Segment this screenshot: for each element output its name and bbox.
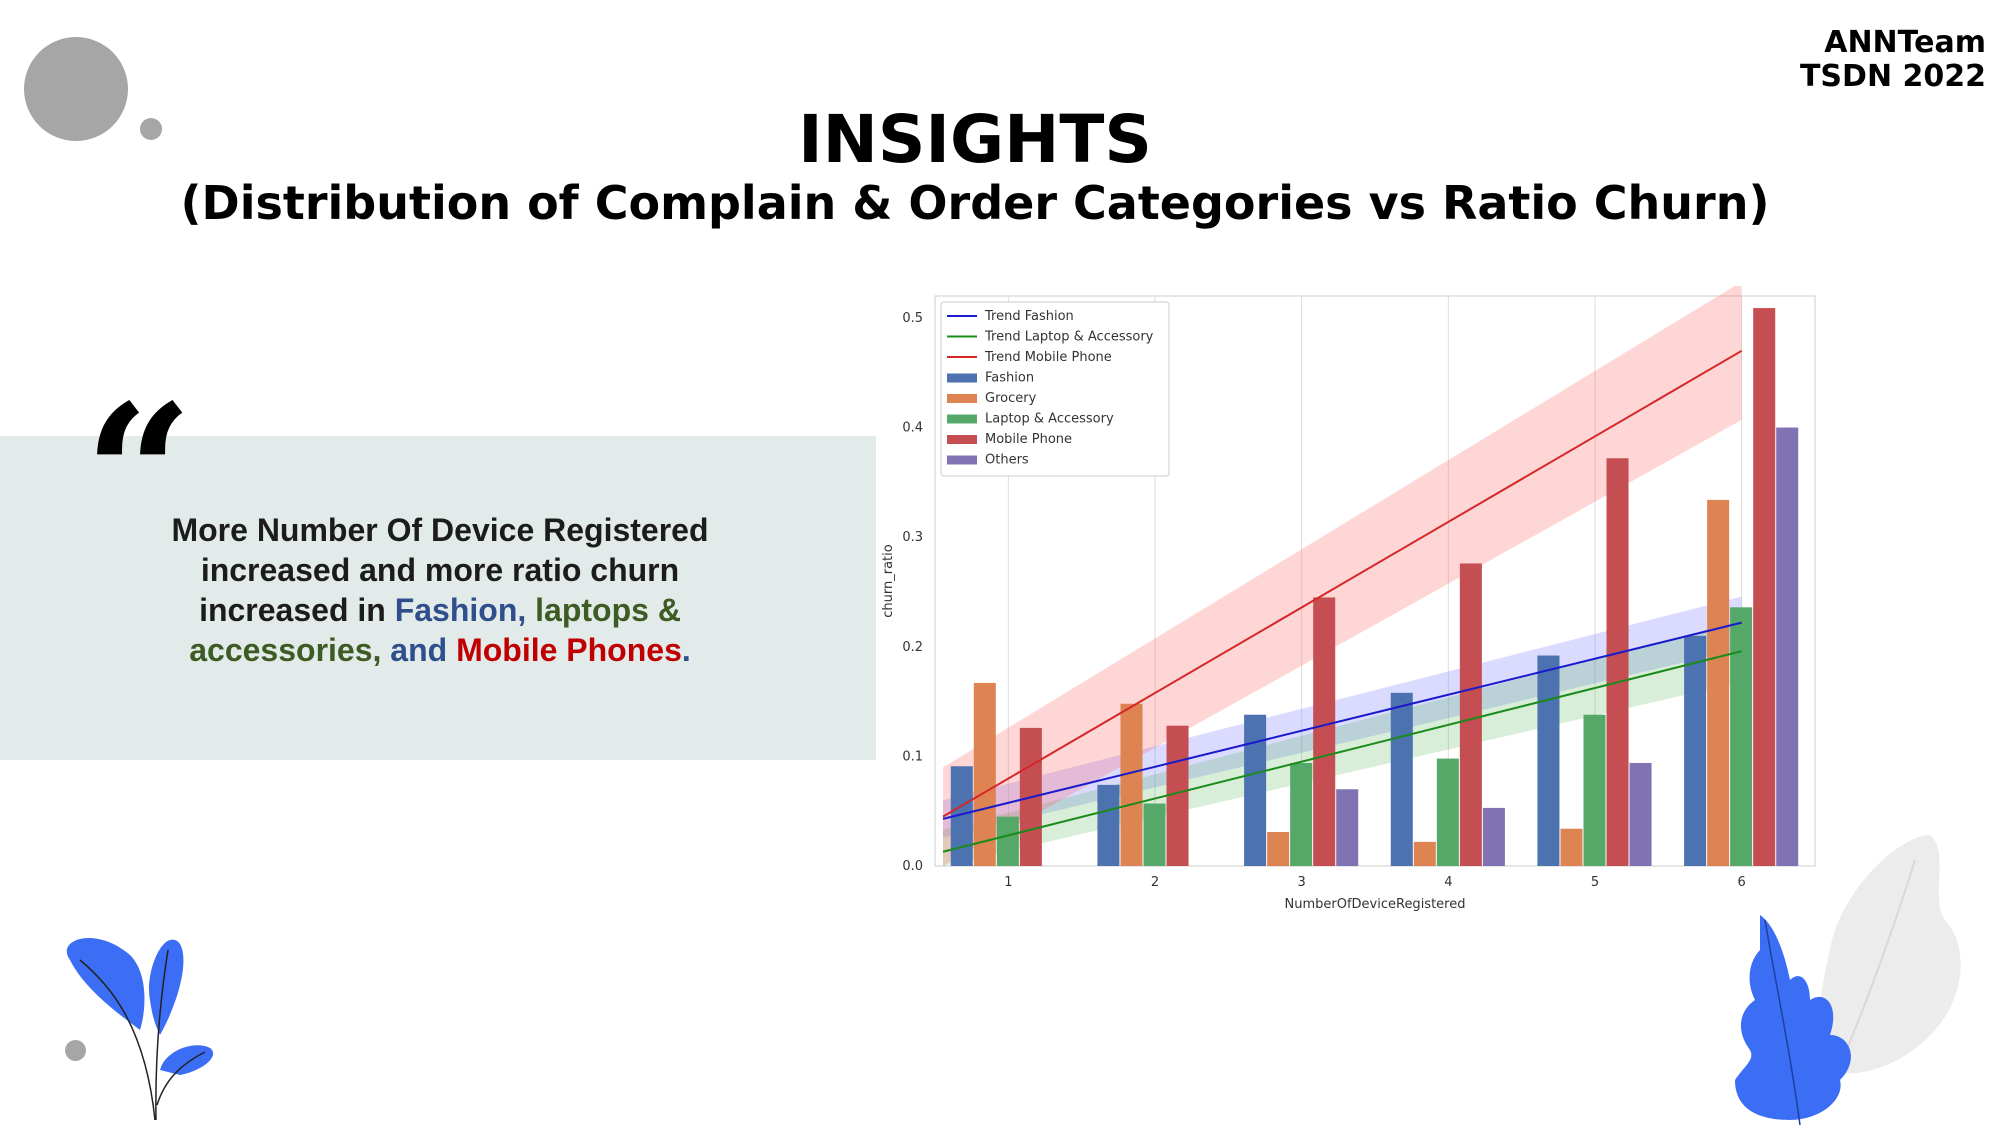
quote-panel [0, 436, 876, 760]
x-tick-label: 3 [1298, 875, 1306, 890]
legend-swatch [947, 394, 977, 403]
bar [1560, 828, 1583, 866]
bar [1730, 607, 1753, 866]
slide-title: INSIGHTS [798, 101, 1152, 178]
bar [1606, 458, 1629, 866]
trend-line [942, 349, 1743, 818]
y-tick-label: 0.5 [902, 311, 923, 326]
insight-mobile: Mobile Phones [456, 632, 682, 668]
insight-text: More Number Of Device Registered increas… [140, 510, 740, 670]
bar [1143, 803, 1166, 866]
bar [1707, 499, 1730, 866]
x-tick-label: 4 [1444, 875, 1452, 890]
bar [1583, 714, 1606, 866]
y-axis-label: churn_ratio [881, 544, 896, 618]
bar [1413, 841, 1436, 866]
bar [1482, 807, 1505, 866]
decor-circle-small [140, 118, 162, 140]
team-label: ANNTeam TSDN 2022 [1800, 26, 1986, 94]
legend-label: Fashion [985, 371, 1034, 386]
y-tick-label: 0.2 [902, 640, 923, 655]
bar [1313, 597, 1336, 866]
bar [1244, 714, 1267, 866]
x-tick-label: 5 [1591, 875, 1599, 890]
bar [1267, 832, 1290, 866]
x-tick-label: 6 [1738, 875, 1746, 890]
slide-subtitle: (Distribution of Complain & Order Catego… [180, 176, 1770, 230]
legend-label: Laptop & Accessory [985, 412, 1114, 427]
insight-laptops: laptops & accessories, [189, 592, 681, 668]
bar [950, 766, 973, 866]
legend-label: Grocery [985, 391, 1037, 406]
legend-box [940, 301, 1170, 477]
bar [1753, 308, 1776, 866]
trend-line [942, 621, 1742, 820]
bar [1436, 758, 1459, 866]
bar [973, 682, 996, 866]
legend-swatch [947, 373, 977, 383]
bar [1776, 427, 1799, 866]
legend-label: Others [985, 453, 1029, 468]
bar [1290, 762, 1313, 866]
x-tick-label: 2 [1151, 875, 1159, 890]
bar [1390, 692, 1413, 866]
bar [1684, 635, 1707, 866]
legend-swatch [947, 455, 977, 465]
legend-label: Trend Fashion [984, 309, 1074, 324]
decor-circle-large [24, 37, 128, 141]
bar [996, 816, 1019, 866]
bar [1166, 725, 1189, 866]
leaf-decoration-icon [1735, 835, 1961, 1125]
bar [1120, 703, 1143, 866]
insight-fashion: Fashion, [394, 592, 527, 628]
bar [1097, 784, 1120, 866]
insight-and: and [390, 632, 448, 668]
x-axis-label: NumberOfDeviceRegistered [1285, 897, 1466, 912]
legend-swatch [947, 435, 977, 444]
team-name: ANNTeam [1824, 25, 1986, 60]
x-tick-label: 1 [1004, 875, 1012, 890]
decor-circle-leaf [65, 1040, 86, 1061]
y-tick-label: 0.1 [902, 749, 923, 764]
bar [1459, 563, 1482, 866]
legend-swatch [947, 414, 977, 424]
quote-mark-icon: “ [84, 363, 194, 586]
y-tick-label: 0.4 [902, 421, 923, 436]
bar [1537, 655, 1560, 866]
bar [1629, 762, 1652, 866]
insight-period: . [681, 632, 691, 668]
trend-band [943, 286, 1742, 866]
leaf-plant-icon [66, 938, 214, 1121]
trend-line [942, 650, 1742, 853]
legend-label: Trend Mobile Phone [984, 350, 1112, 365]
churn-ratio-chart: 1 2 3 4 5 6 0.0 0.1 0.2 0.3 0.4 0.5 NumberOfDeviceRe… [881, 286, 1816, 912]
event-name: TSDN 2022 [1799, 59, 1986, 94]
y-tick-label: 0.0 [902, 859, 923, 874]
bar [1336, 789, 1359, 866]
insight-main: More Number Of Device Registered increas… [171, 512, 709, 628]
legend-label: Trend Laptop & Accessory [984, 330, 1154, 345]
y-tick-label: 0.3 [902, 530, 923, 545]
legend-label: Mobile Phone [985, 432, 1072, 447]
